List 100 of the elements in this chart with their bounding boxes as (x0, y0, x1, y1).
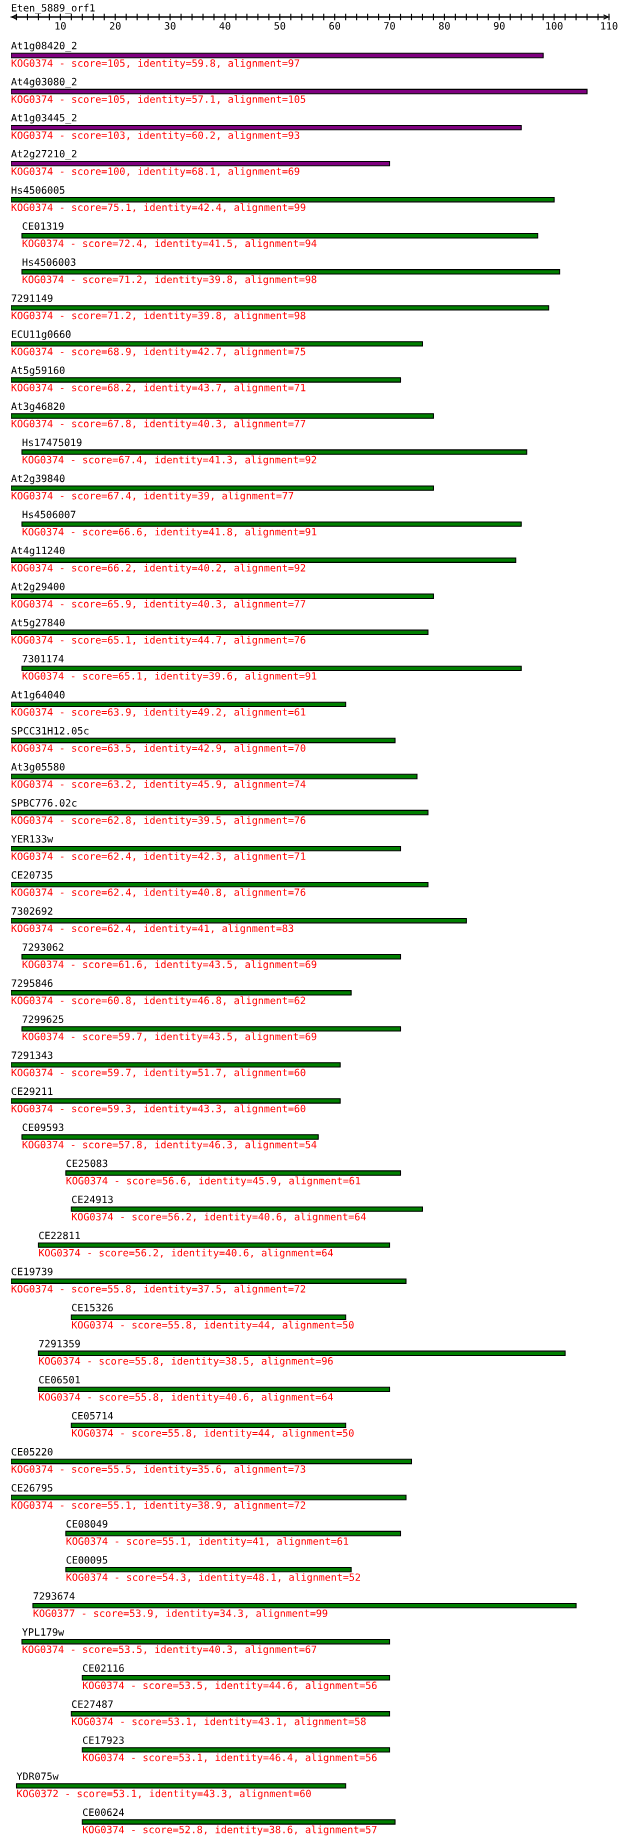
bar (11, 413, 434, 419)
y-tick-label: YPL179w (22, 1628, 65, 1636)
bar (11, 485, 434, 491)
y-tick-label: CE09593 (22, 1123, 64, 1132)
bar (81, 1747, 391, 1753)
y-tick-label: CE08049 (66, 1520, 108, 1528)
y-tick-label: Hs17475019 (22, 438, 82, 447)
y-tick-label: CE26795 (11, 1484, 53, 1492)
y-tick-label: 7302692 (11, 907, 53, 915)
y-tick-label: CE05714 (72, 1411, 114, 1420)
bar (70, 1422, 347, 1429)
y-tick-label: 7295846 (11, 979, 53, 987)
x-tick-label: 90 (493, 22, 505, 30)
bar (32, 1602, 577, 1609)
data-label: KOG0374 - score=65.1, identity=44.7, alignment=76 (11, 635, 306, 646)
bar (81, 1819, 396, 1825)
x-tick-label: 80 (439, 22, 450, 30)
bar (21, 954, 402, 960)
y-tick-label: CE17923 (83, 1736, 124, 1744)
y-tick-label: CE27487 (72, 1700, 113, 1708)
data-label: KOG0374 - score=62.4, identity=42.3, alignment=71 (11, 852, 306, 862)
y-tick-label: At3g46820 (11, 402, 65, 413)
bar (21, 449, 528, 455)
data-label: KOG0374 - score=55.5, identity=35.6, alignment=73 (11, 1465, 306, 1475)
y-tick-label: YDR075w (16, 1772, 59, 1780)
data-label: KOG0374 - score=53.5, identity=40.3, alignment=67 (22, 1645, 317, 1656)
y-tick-label: CE06501 (39, 1375, 80, 1384)
bar (70, 1711, 391, 1717)
bar (11, 1062, 341, 1068)
data-label: KOG0374 - score=59.7, identity=51.7, alignment=60 (11, 1068, 306, 1079)
bar (11, 1494, 407, 1501)
data-label: KOG0374 - score=55.1, identity=41, alignment=61 (66, 1537, 349, 1547)
y-tick-label: At1g03445_2 (11, 113, 77, 124)
bar (11, 701, 347, 708)
y-tick-label: CE02116 (83, 1664, 124, 1672)
y-tick-label: 7291149 (11, 294, 53, 302)
bar (11, 305, 550, 311)
data-label: KOG0374 - score=55.8, identity=38.5, alignment=96 (39, 1356, 333, 1367)
data-label: KOG0374 - score=59.7, identity=43.5, alignment=69 (22, 1032, 317, 1043)
data-label: KOG0374 - score=72.4, identity=41.5, alignment=94 (22, 239, 317, 250)
y-tick-label: CE05220 (11, 1447, 53, 1456)
bar (11, 773, 418, 780)
bar (11, 377, 402, 383)
bar (70, 1206, 423, 1212)
y-tick-label: CE25083 (66, 1159, 108, 1168)
y-tick-label: Hs4506005 (11, 186, 65, 194)
data-label: KOG0374 - score=59.3, identity=43.3, alignment=60 (11, 1104, 306, 1115)
data-label: KOG0374 - score=60.8, identity=46.8, alignment=62 (11, 996, 306, 1007)
bar (11, 990, 352, 996)
chart-title: Eten_5889_orf1 (11, 3, 95, 14)
x-tick-label: 10 (55, 22, 66, 30)
data-label: KOG0374 - score=62.4, identity=41, alignment=83 (11, 924, 294, 935)
data-label: KOG0374 - score=54.3, identity=48.1, alignment=52 (66, 1573, 361, 1583)
y-tick-label: At2g29400 (11, 582, 65, 593)
bar (11, 52, 544, 59)
bar (11, 557, 517, 563)
data-label: KOG0374 - score=103, identity=60.2, alignment=93 (11, 131, 300, 141)
data-label: KOG0374 - score=55.8, identity=40.6, alignment=64 (39, 1392, 333, 1403)
bar (65, 1170, 402, 1176)
y-tick-label: CE24913 (72, 1195, 113, 1204)
x-tick-label: 30 (164, 22, 176, 30)
bar (21, 521, 522, 527)
data-label: KOG0374 - score=75.1, identity=42.4, alignment=99 (11, 203, 306, 214)
x-tick-label: 60 (329, 22, 341, 30)
bar (21, 1026, 402, 1032)
y-tick-label: At2g39840 (11, 474, 65, 485)
bar (70, 1314, 347, 1320)
data-label: KOG0374 - score=63.5, identity=42.9, alignment=70 (11, 744, 306, 754)
data-label: KOG0372 - score=53.1, identity=43.3, alignment=60 (17, 1789, 311, 1800)
data-label: KOG0374 - score=68.9, identity=42.7, alignment=75 (11, 347, 306, 358)
data-label: KOG0374 - score=55.8, identity=37.5, alignment=72 (11, 1284, 306, 1295)
y-tick-label: 7293674 (33, 1592, 75, 1600)
data-label: KOG0374 - score=65.9, identity=40.3, alignment=77 (11, 599, 306, 610)
x-tick-label: 20 (109, 22, 121, 30)
y-tick-label: CE19739 (11, 1267, 53, 1276)
x-tick-label: 100 (546, 22, 563, 30)
bar (11, 629, 429, 635)
y-tick-label: 7299625 (22, 1015, 64, 1023)
y-tick-label: CE01319 (22, 222, 64, 230)
bar (11, 124, 522, 131)
y-tick-label: CE22811 (39, 1231, 80, 1240)
bar (11, 160, 391, 167)
y-tick-label: Hs4506007 (22, 510, 76, 519)
bar (37, 1242, 391, 1248)
data-label: KOG0374 - score=53.5, identity=44.6, alignment=56 (82, 1681, 377, 1692)
data-label: KOG0374 - score=67.4, identity=41.3, alignment=92 (22, 455, 317, 466)
bar (11, 809, 429, 816)
bar (21, 1134, 319, 1140)
y-tick-label: CE00624 (83, 1808, 124, 1817)
data-label: KOG0374 - score=56.6, identity=45.9, alignment=61 (66, 1176, 361, 1187)
data-label: KOG0374 - score=68.2, identity=43.7, alignment=71 (11, 383, 306, 394)
bar (37, 1350, 566, 1356)
data-label: KOG0374 - score=71.2, identity=39.8, alignment=98 (11, 311, 306, 322)
bar (21, 1639, 391, 1645)
y-tick-label: At4g03080_2 (11, 77, 77, 88)
data-label: KOG0374 - score=105, identity=57.1, alignment=105 (11, 95, 306, 105)
data-label: KOG0374 - score=65.1, identity=39.6, alignment=91 (22, 671, 317, 682)
y-tick-label: Hs4506003 (22, 258, 76, 266)
data-label: KOG0374 - score=67.8, identity=40.3, alignment=77 (11, 419, 306, 430)
y-tick-label: At4g11240 (11, 546, 65, 557)
